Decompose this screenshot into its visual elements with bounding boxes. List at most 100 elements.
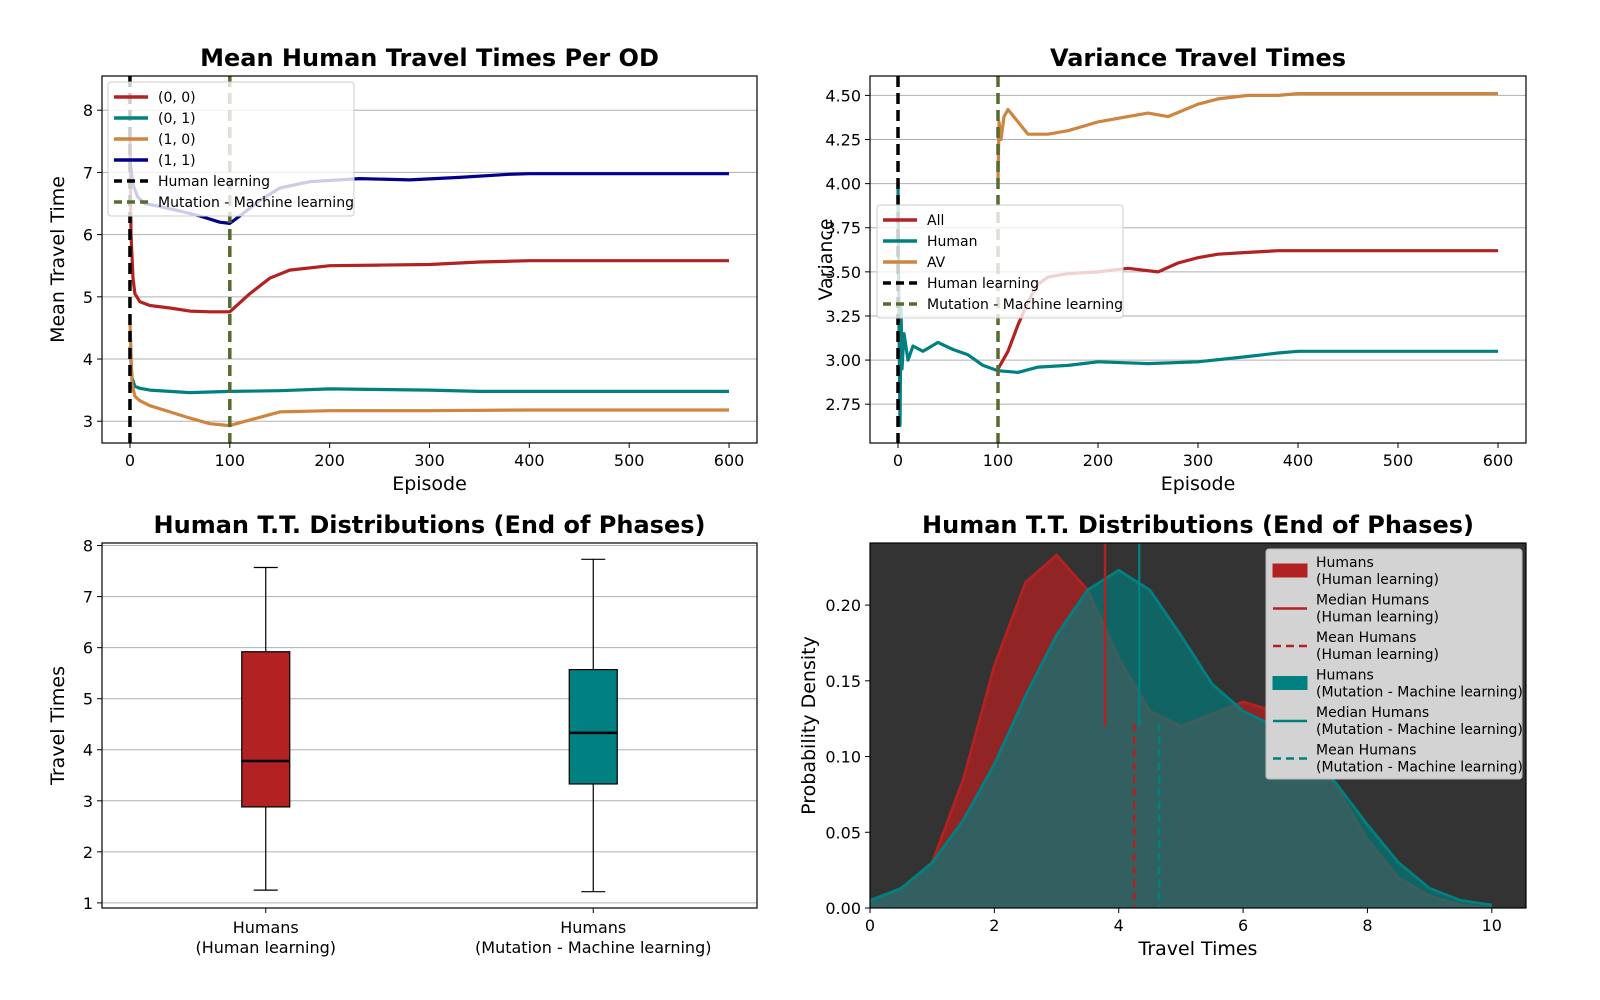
legend-label: (Mutation - Machine learning) xyxy=(1316,722,1523,738)
series-line--0-0- xyxy=(128,135,729,314)
y-tick-label: 0.15 xyxy=(825,672,861,691)
y-tick-label: 8 xyxy=(83,101,93,120)
y-tick-label: 0.05 xyxy=(825,823,861,842)
x-tick-label: 400 xyxy=(1283,451,1314,470)
legend-label: Humans xyxy=(1316,555,1374,571)
x-tick-label: 6 xyxy=(1238,916,1248,935)
y-tick-label: 0.20 xyxy=(825,596,861,615)
y-tick-label: 0.10 xyxy=(825,748,861,767)
chart-title: Variance Travel Times xyxy=(1050,44,1346,72)
series-line--0-1- xyxy=(128,346,729,395)
x-tick-label: 10 xyxy=(1482,916,1502,935)
x-tick-label: Humans xyxy=(560,918,626,937)
box-2: Humans(Mutation - Machine learning) xyxy=(475,558,711,957)
legend-frame xyxy=(1265,548,1523,780)
x-tick-label: 0 xyxy=(893,451,903,470)
y-axis-label: Travel Times xyxy=(47,666,69,786)
y-tick-label: 3.00 xyxy=(825,351,861,370)
y-tick-label: 3.75 xyxy=(825,219,861,238)
density-line-2 xyxy=(870,568,1493,907)
y-tick-label: 0.00 xyxy=(825,899,861,918)
legend-label: AV xyxy=(927,255,946,271)
legend-swatch xyxy=(1272,563,1308,578)
y-tick-label: 3.25 xyxy=(825,307,861,326)
plot-frame xyxy=(869,75,1527,444)
x-tick-label: Humans xyxy=(233,918,299,937)
x-tick-label: (Human learning) xyxy=(195,938,336,957)
x-tick-label: 300 xyxy=(1183,451,1214,470)
legend: Humans(Human learning)Median Humans(Huma… xyxy=(1265,548,1523,780)
x-tick-label: (Mutation - Machine learning) xyxy=(475,938,711,957)
y-tick-label: 5 xyxy=(83,690,93,709)
x-tick-label: 0 xyxy=(865,916,875,935)
legend-swatch xyxy=(1272,676,1308,690)
x-axis-label: Episode xyxy=(1161,473,1236,495)
legend-frame xyxy=(876,204,1124,319)
x-tick-label: 600 xyxy=(1483,451,1514,470)
legend-label: Mean Humans xyxy=(1316,630,1416,646)
legend-label: (Mutation - Machine learning) xyxy=(1316,760,1523,776)
x-tick-label: 8 xyxy=(1362,916,1372,935)
legend: (0, 0) (0, 1) (1, 0) (1, 1) Human learning Mu… xyxy=(107,81,355,217)
y-tick-label: 4.25 xyxy=(825,131,861,150)
x-tick-label: 200 xyxy=(314,451,345,470)
y-tick-label: 3 xyxy=(83,412,93,431)
y-tick-label: 5 xyxy=(83,288,93,307)
legend-label: Human learning xyxy=(927,276,1039,292)
legend-label: (1, 0) xyxy=(158,132,196,148)
chart-title: Human T.T. Distributions (End of Phases) xyxy=(922,511,1474,539)
x-tick-label: 200 xyxy=(1083,451,1114,470)
x-tick-label: 2 xyxy=(989,916,999,935)
chart-title: Human T.T. Distributions (End of Phases) xyxy=(154,511,706,539)
plot-frame xyxy=(101,75,758,444)
legend-label: (Human learning) xyxy=(1316,572,1439,588)
legend-label: Median Humans xyxy=(1316,593,1429,609)
x-tick-label: 500 xyxy=(614,451,645,470)
x-tick-label: 0 xyxy=(125,451,135,470)
legend-label: Mutation - Machine learning xyxy=(158,195,354,211)
y-tick-label: 7 xyxy=(83,163,93,182)
legend-label: Median Humans xyxy=(1316,705,1429,721)
y-tick-label: 4.00 xyxy=(825,175,861,194)
legend-label: Human learning xyxy=(158,174,270,190)
density-area-2 xyxy=(870,570,1492,908)
y-tick-label: 1 xyxy=(83,894,93,913)
y-tick-label: 3.50 xyxy=(825,263,861,282)
y-axis-label: Probability Density xyxy=(798,636,820,815)
legend-label: (0, 1) xyxy=(158,111,196,127)
series-line-av xyxy=(996,92,1498,181)
x-tick-label: 500 xyxy=(1383,451,1414,470)
y-tick-label: 2 xyxy=(83,843,93,862)
x-tick-label: 100 xyxy=(215,451,246,470)
legend-label: All xyxy=(927,213,944,229)
box-body xyxy=(241,651,291,808)
x-tick-label: 600 xyxy=(714,451,745,470)
plot-frame xyxy=(869,542,1527,909)
legend-label: Human xyxy=(927,234,978,250)
y-tick-label: 6 xyxy=(83,226,93,245)
y-tick-label: 3 xyxy=(83,792,93,811)
legend-label: (Human learning) xyxy=(1316,647,1439,663)
x-axis-label: Travel Times xyxy=(1138,938,1258,960)
x-tick-label: 4 xyxy=(1114,916,1124,935)
y-tick-label: 6 xyxy=(83,639,93,658)
legend-label: Humans xyxy=(1316,668,1374,684)
legend-label: Mutation - Machine learning xyxy=(927,297,1123,313)
plot-frame xyxy=(101,542,758,909)
y-tick-label: 4 xyxy=(83,350,93,369)
series-line-human xyxy=(896,183,1498,427)
legend-label: (1, 1) xyxy=(158,153,196,169)
series-line--1-0- xyxy=(128,321,729,428)
legend-label: Mean Humans xyxy=(1316,743,1416,759)
y-tick-label: 4 xyxy=(83,741,93,760)
x-tick-label: 100 xyxy=(983,451,1014,470)
x-tick-label: 300 xyxy=(414,451,445,470)
chart-title: Mean Human Travel Times Per OD xyxy=(200,44,659,72)
legend-label: (0, 0) xyxy=(158,90,196,106)
legend-label: (Human learning) xyxy=(1316,610,1439,626)
y-axis-label: Mean Travel Time xyxy=(47,176,69,343)
legend-frame xyxy=(107,81,355,217)
box-1: Humans(Human learning) xyxy=(195,566,336,957)
y-tick-label: 2.75 xyxy=(825,395,861,414)
